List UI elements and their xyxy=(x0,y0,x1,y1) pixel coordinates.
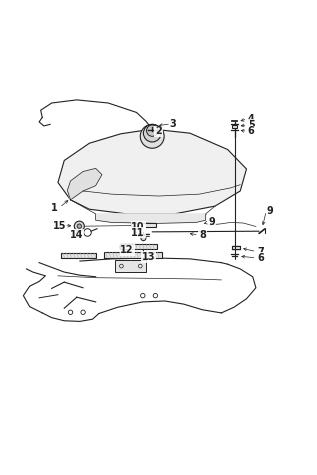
Text: 1: 1 xyxy=(51,203,58,213)
Text: 14: 14 xyxy=(70,230,84,240)
Text: 10: 10 xyxy=(131,221,145,231)
Text: 4: 4 xyxy=(248,114,255,124)
Text: 3: 3 xyxy=(169,119,176,129)
Text: 15: 15 xyxy=(53,220,66,230)
Text: 11: 11 xyxy=(131,228,145,238)
Circle shape xyxy=(146,125,158,136)
Circle shape xyxy=(141,236,146,241)
Polygon shape xyxy=(58,129,247,214)
Text: 9: 9 xyxy=(209,218,215,228)
Text: 5: 5 xyxy=(248,120,255,130)
Text: 9: 9 xyxy=(267,206,274,216)
Circle shape xyxy=(77,224,81,228)
Text: 7: 7 xyxy=(257,247,264,256)
Circle shape xyxy=(74,221,84,231)
Circle shape xyxy=(143,124,161,142)
Text: 2: 2 xyxy=(155,126,162,136)
Text: 13: 13 xyxy=(142,252,155,262)
Bar xyxy=(120,244,157,249)
Text: 6: 6 xyxy=(248,126,255,136)
Bar xyxy=(131,223,156,227)
Text: 8: 8 xyxy=(199,230,206,240)
Polygon shape xyxy=(68,168,102,200)
Bar xyxy=(114,260,146,272)
Polygon shape xyxy=(96,214,206,223)
Circle shape xyxy=(140,124,164,148)
Bar xyxy=(104,252,162,258)
Text: 6: 6 xyxy=(257,253,264,263)
Bar xyxy=(232,125,237,128)
Text: 12: 12 xyxy=(120,245,134,255)
Bar xyxy=(61,253,96,258)
